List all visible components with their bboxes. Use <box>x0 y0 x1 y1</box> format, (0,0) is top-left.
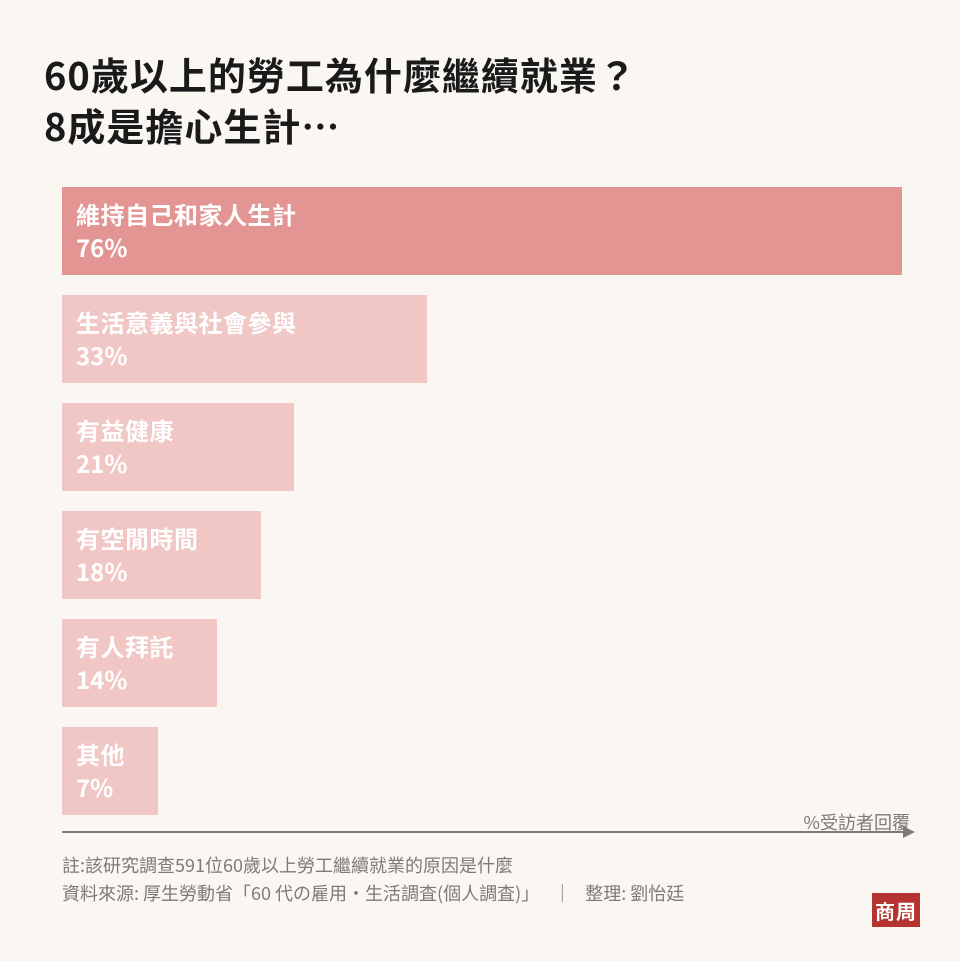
bar-row: 有人拜託14% <box>62 619 906 707</box>
bar-label: 有人拜託 <box>76 630 217 662</box>
bar-value: 21% <box>76 447 294 479</box>
bar-value: 18% <box>76 555 261 587</box>
footer-separator: ｜ <box>553 879 571 908</box>
footer-source: 厚生勞動省「60 代の雇用・生活調査(個人調査)」 <box>143 879 539 908</box>
bar-row: 維持自己和家人生計76% <box>62 187 906 275</box>
bar: 有人拜託14% <box>62 619 217 707</box>
footer-source-prefix: 資料來源: <box>62 879 139 908</box>
bar: 有空閒時間18% <box>62 511 261 599</box>
bar-value: 76% <box>76 231 902 263</box>
brand-logo: 商周 <box>872 893 920 927</box>
title-line-1: 60歲以上的勞工為什麼繼續就業？ <box>44 46 637 101</box>
axis-arrow-icon <box>903 826 915 838</box>
bar-value: 33% <box>76 339 427 371</box>
bar-label: 維持自己和家人生計 <box>76 198 902 230</box>
title-line-2: 8成是擔心生計… <box>44 97 340 152</box>
bar-label: 生活意義與社會參與 <box>76 306 427 338</box>
chart-title: 60歲以上的勞工為什麼繼續就業？ 8成是擔心生計… <box>44 48 916 151</box>
brand-logo-text: 商周 <box>875 896 917 925</box>
chart-footer: 註:該研究調查591位60歲以上勞工繼續就業的原因是什麼 資料來源: 厚生勞動省… <box>62 851 906 909</box>
bar-row: 有益健康21% <box>62 403 906 491</box>
bar: 有益健康21% <box>62 403 294 491</box>
bar: 維持自己和家人生計76% <box>62 187 902 275</box>
bar-value: 7% <box>76 771 158 803</box>
x-axis: %受訪者回覆 <box>62 831 906 833</box>
bar-row: 有空閒時間18% <box>62 511 906 599</box>
footer-compiled-prefix: 整理: <box>585 879 626 908</box>
bar: 其他7% <box>62 727 158 815</box>
bar-value: 14% <box>76 663 217 695</box>
bar-label: 有空閒時間 <box>76 522 261 554</box>
bar-label: 其他 <box>76 738 158 770</box>
footer-note: 註:該研究調查591位60歲以上勞工繼續就業的原因是什麼 <box>62 851 906 880</box>
bar-row: 生活意義與社會參與33% <box>62 295 906 383</box>
bar-row: 其他7% <box>62 727 906 815</box>
bar-label: 有益健康 <box>76 414 294 446</box>
axis-line <box>62 831 906 833</box>
footer-compiled-by: 劉怡廷 <box>630 879 684 908</box>
bar-chart: 維持自己和家人生計76%生活意義與社會參與33%有益健康21%有空閒時間18%有… <box>62 187 906 833</box>
bar: 生活意義與社會參與33% <box>62 295 427 383</box>
